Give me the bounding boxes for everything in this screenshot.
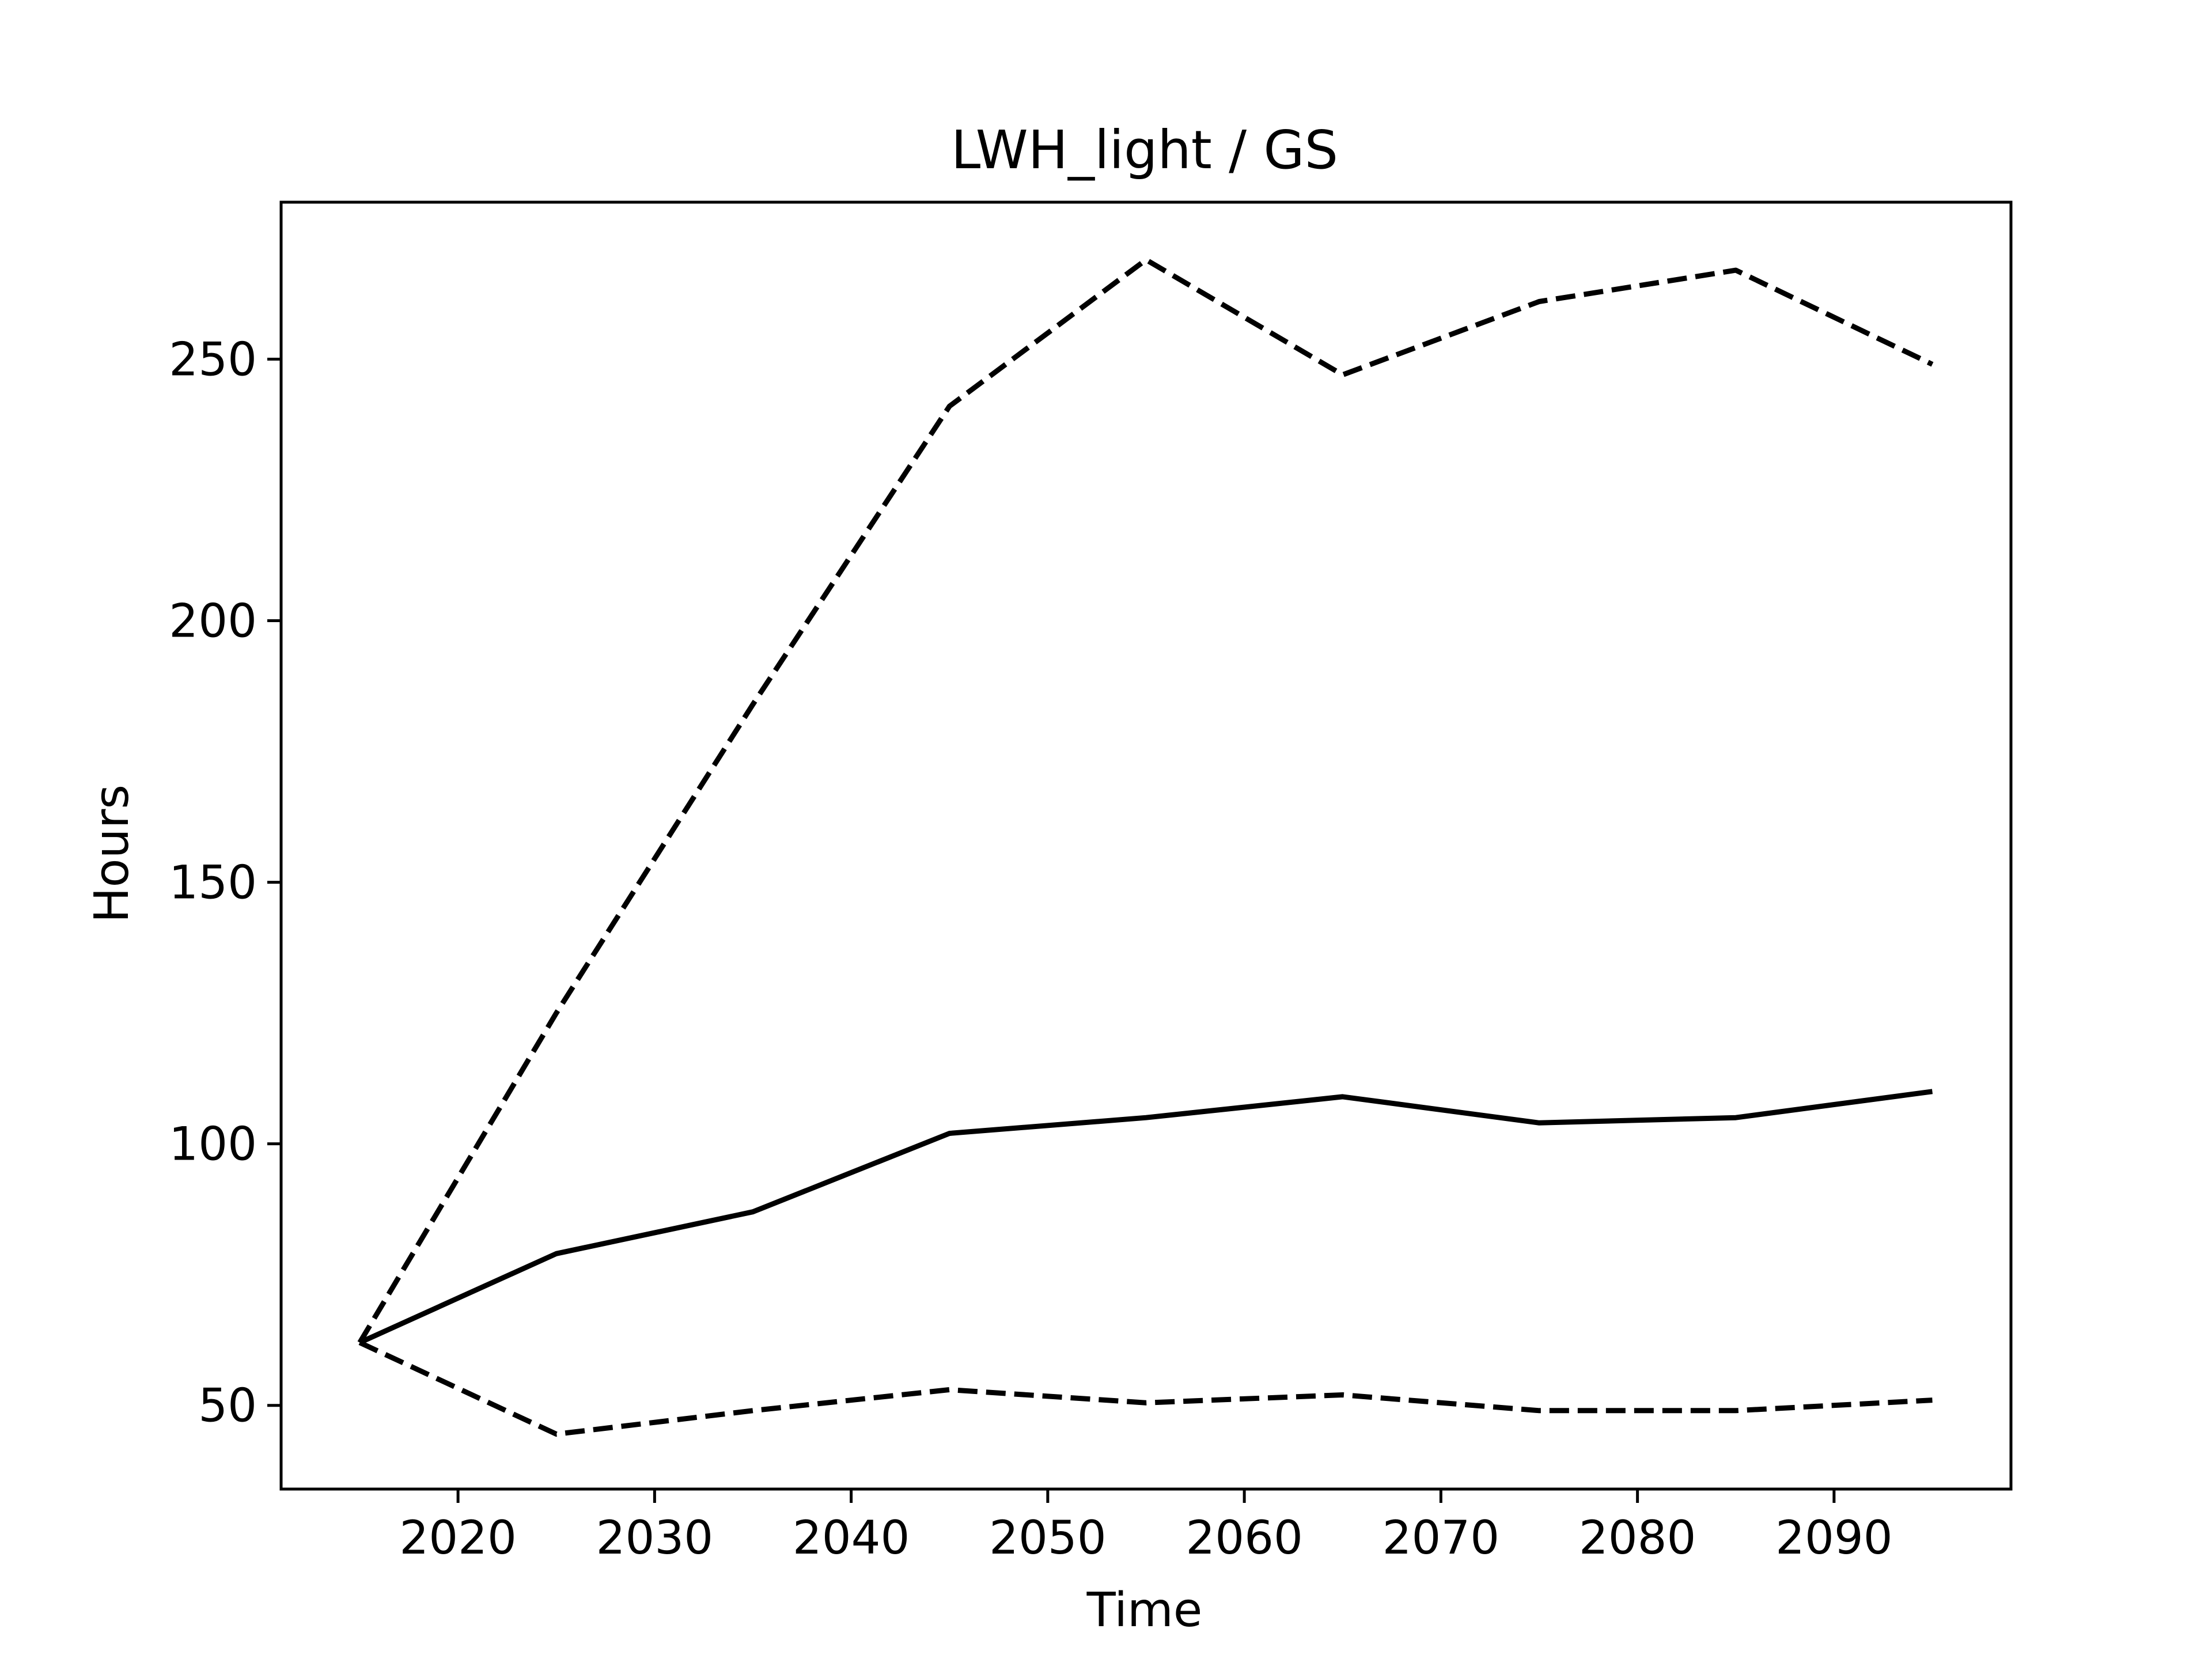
x-tick-label: 2060 bbox=[1185, 1511, 1303, 1565]
chart-title: LWH_light / GS bbox=[951, 119, 1338, 181]
x-tick-label: 2070 bbox=[1382, 1511, 1500, 1565]
x-tick-label: 2030 bbox=[596, 1511, 714, 1565]
x-tick-label: 2020 bbox=[399, 1511, 517, 1565]
y-tick-label: 150 bbox=[169, 856, 257, 910]
plot-frame bbox=[279, 200, 2013, 1491]
x-axis-label: Time bbox=[1086, 1583, 1203, 1638]
series-line-1 bbox=[358, 1089, 1933, 1345]
y-tick-label: 50 bbox=[198, 1379, 257, 1433]
x-tick-label: 2040 bbox=[793, 1511, 910, 1565]
y-tick-label: 100 bbox=[169, 1118, 257, 1171]
series-layer bbox=[357, 257, 1934, 1437]
x-tick-label: 2080 bbox=[1579, 1511, 1696, 1565]
series-line-2 bbox=[357, 257, 1934, 1344]
y-tick-label: 250 bbox=[169, 332, 257, 386]
y-tick-label: 200 bbox=[169, 594, 257, 648]
ticks-layer: 2020 2030 2040 2050 2060 2070 2080 2090 50 100 150… bbox=[169, 332, 1892, 1565]
series-line-3 bbox=[358, 1340, 1933, 1437]
y-axis-label: Hours bbox=[85, 785, 139, 923]
x-tick-label: 2050 bbox=[989, 1511, 1107, 1565]
x-tick-label: 2090 bbox=[1775, 1511, 1893, 1565]
